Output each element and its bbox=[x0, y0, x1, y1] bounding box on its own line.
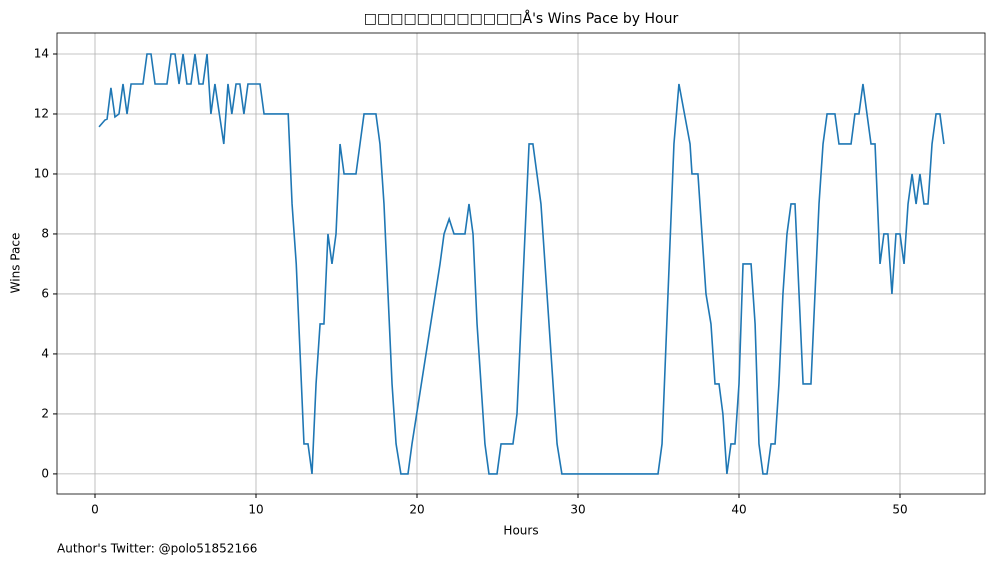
chart-title: □□□□□□□□□□□□Å's Wins Pace by Hour bbox=[364, 10, 679, 27]
y-axis-label: Wins Pace bbox=[9, 233, 23, 294]
x-axis-label: Hours bbox=[503, 524, 538, 538]
y-tick-label: 6 bbox=[41, 286, 49, 300]
x-tick-label: 50 bbox=[892, 503, 907, 517]
x-tick-label: 40 bbox=[731, 503, 746, 517]
x-tick-label: 0 bbox=[91, 503, 99, 517]
y-tick-label: 0 bbox=[41, 466, 49, 480]
y-tick-label: 8 bbox=[41, 226, 49, 240]
y-tick-label: 14 bbox=[34, 46, 49, 60]
x-tick-label: 10 bbox=[248, 503, 263, 517]
x-tick-label: 30 bbox=[570, 503, 585, 517]
x-tick-label: 20 bbox=[409, 503, 424, 517]
line bbox=[98, 53, 945, 475]
y-tick-label: 4 bbox=[41, 346, 49, 360]
y-tick-label: 12 bbox=[34, 106, 49, 120]
footnote: Author's Twitter: @polo51852166 bbox=[57, 542, 257, 556]
y-tick-label: 2 bbox=[41, 406, 49, 420]
y-tick-label: 10 bbox=[34, 166, 49, 180]
plot-frame bbox=[56, 32, 986, 495]
